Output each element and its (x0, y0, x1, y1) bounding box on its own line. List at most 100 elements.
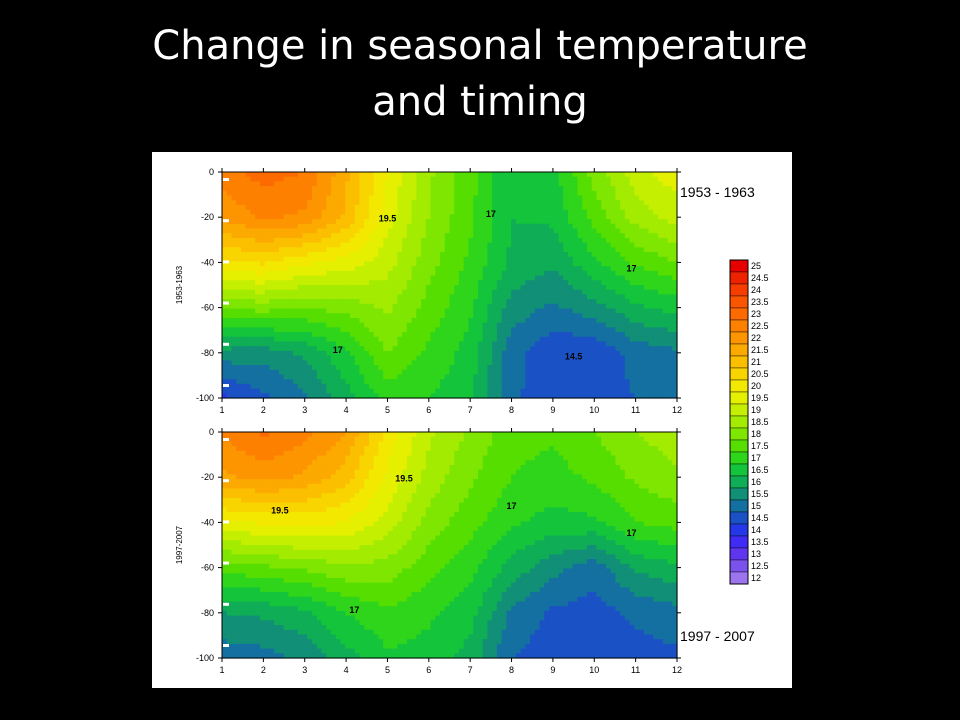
contour-cell (340, 327, 346, 333)
contour-cell (449, 176, 455, 183)
contour-cell (250, 317, 256, 324)
contour-cell (283, 186, 289, 192)
contour-cell (440, 388, 446, 394)
contour-cell (354, 388, 361, 394)
contour-cell (293, 355, 299, 361)
contour-cell (620, 322, 626, 328)
contour-cell (283, 247, 289, 253)
contour-cell (473, 383, 479, 390)
contour-cell (501, 432, 507, 438)
contour-cell (278, 256, 285, 263)
contour-cell (620, 432, 626, 438)
contour-cell (312, 270, 318, 277)
contour-cell (383, 346, 389, 352)
contour-cell (620, 214, 626, 220)
contour-cell (340, 432, 346, 438)
contour-cell (553, 441, 560, 447)
contour-cell (511, 242, 517, 248)
contour-cell (349, 388, 356, 394)
contour-cell (440, 303, 446, 310)
contour-cell (378, 388, 384, 394)
contour-cell (487, 204, 493, 211)
contour-cell (440, 252, 446, 258)
contour-cell (520, 214, 526, 220)
contour-cell (373, 266, 380, 272)
contour-cell (586, 294, 593, 300)
contour-cell (378, 172, 384, 178)
slide-title-line-1: Change in seasonal temperature (152, 23, 808, 69)
contour-cell (411, 299, 417, 305)
contour-cell (435, 233, 441, 239)
contour-cell (435, 270, 441, 277)
contour-cell (582, 322, 588, 328)
contour-cell (458, 441, 465, 447)
contour-cell (335, 219, 342, 225)
contour-cell (288, 275, 294, 281)
contour-cell (240, 374, 247, 380)
contour-cell (634, 266, 640, 272)
contour-cell (312, 374, 318, 380)
contour-cell (487, 294, 493, 300)
contour-cell (302, 200, 308, 206)
contour-cell (567, 365, 574, 371)
contour-cell (558, 355, 564, 361)
contour-cell (411, 393, 417, 399)
contour-cell (259, 317, 266, 324)
contour-cell (307, 252, 313, 258)
contour-cell (525, 355, 531, 361)
contour-cell (658, 270, 664, 277)
contour-cell (544, 280, 550, 286)
contour-cell (620, 327, 626, 333)
contour-cell (449, 303, 455, 310)
contour-cell (639, 346, 645, 352)
contour-cell (530, 346, 536, 352)
contour-cell (662, 350, 669, 357)
contour-cell (620, 360, 626, 366)
contour-cell (274, 308, 280, 314)
contour-cell (222, 432, 228, 438)
contour-cell (378, 186, 384, 192)
contour-cell (274, 266, 280, 272)
contour-cell (558, 219, 564, 225)
contour-cell (662, 289, 669, 296)
contour-cell (458, 190, 465, 197)
contour-cell (639, 237, 645, 244)
contour-cell (525, 237, 531, 244)
contour-cell (501, 275, 507, 281)
contour-cell (297, 209, 304, 215)
contour-cell (624, 369, 631, 376)
contour-cell (316, 285, 323, 291)
contour-cell (477, 256, 484, 263)
contour-cell (259, 219, 266, 225)
contour-cell (383, 237, 389, 244)
contour-cell (506, 388, 512, 394)
contour-cell (283, 350, 289, 357)
contour-cell (387, 233, 394, 239)
contour-cell (236, 181, 242, 187)
contour-cell (430, 266, 436, 272)
contour-cell (615, 327, 621, 333)
contour-cell (553, 332, 560, 338)
contour-cell (582, 355, 588, 361)
contour-cell (274, 228, 280, 234)
contour-cell (269, 176, 275, 183)
contour-cell (345, 365, 351, 371)
contour-cell (658, 204, 664, 211)
contour-cell (487, 436, 493, 443)
contour-cell (605, 252, 612, 258)
contour-cell (567, 261, 574, 267)
contour-cell (316, 256, 323, 263)
contour-cell (591, 223, 598, 230)
contour-cell (345, 181, 351, 187)
contour-cell (383, 270, 389, 277)
contour-cell (643, 379, 650, 385)
contour-cell (250, 190, 256, 197)
contour-cell (558, 256, 564, 263)
contour-cell (283, 303, 289, 310)
contour-cell (653, 441, 659, 447)
contour-cell (577, 219, 583, 225)
contour-cell (511, 275, 517, 281)
contour-cell (506, 441, 512, 447)
contour-cell (610, 436, 616, 443)
contour-cell (610, 332, 616, 338)
